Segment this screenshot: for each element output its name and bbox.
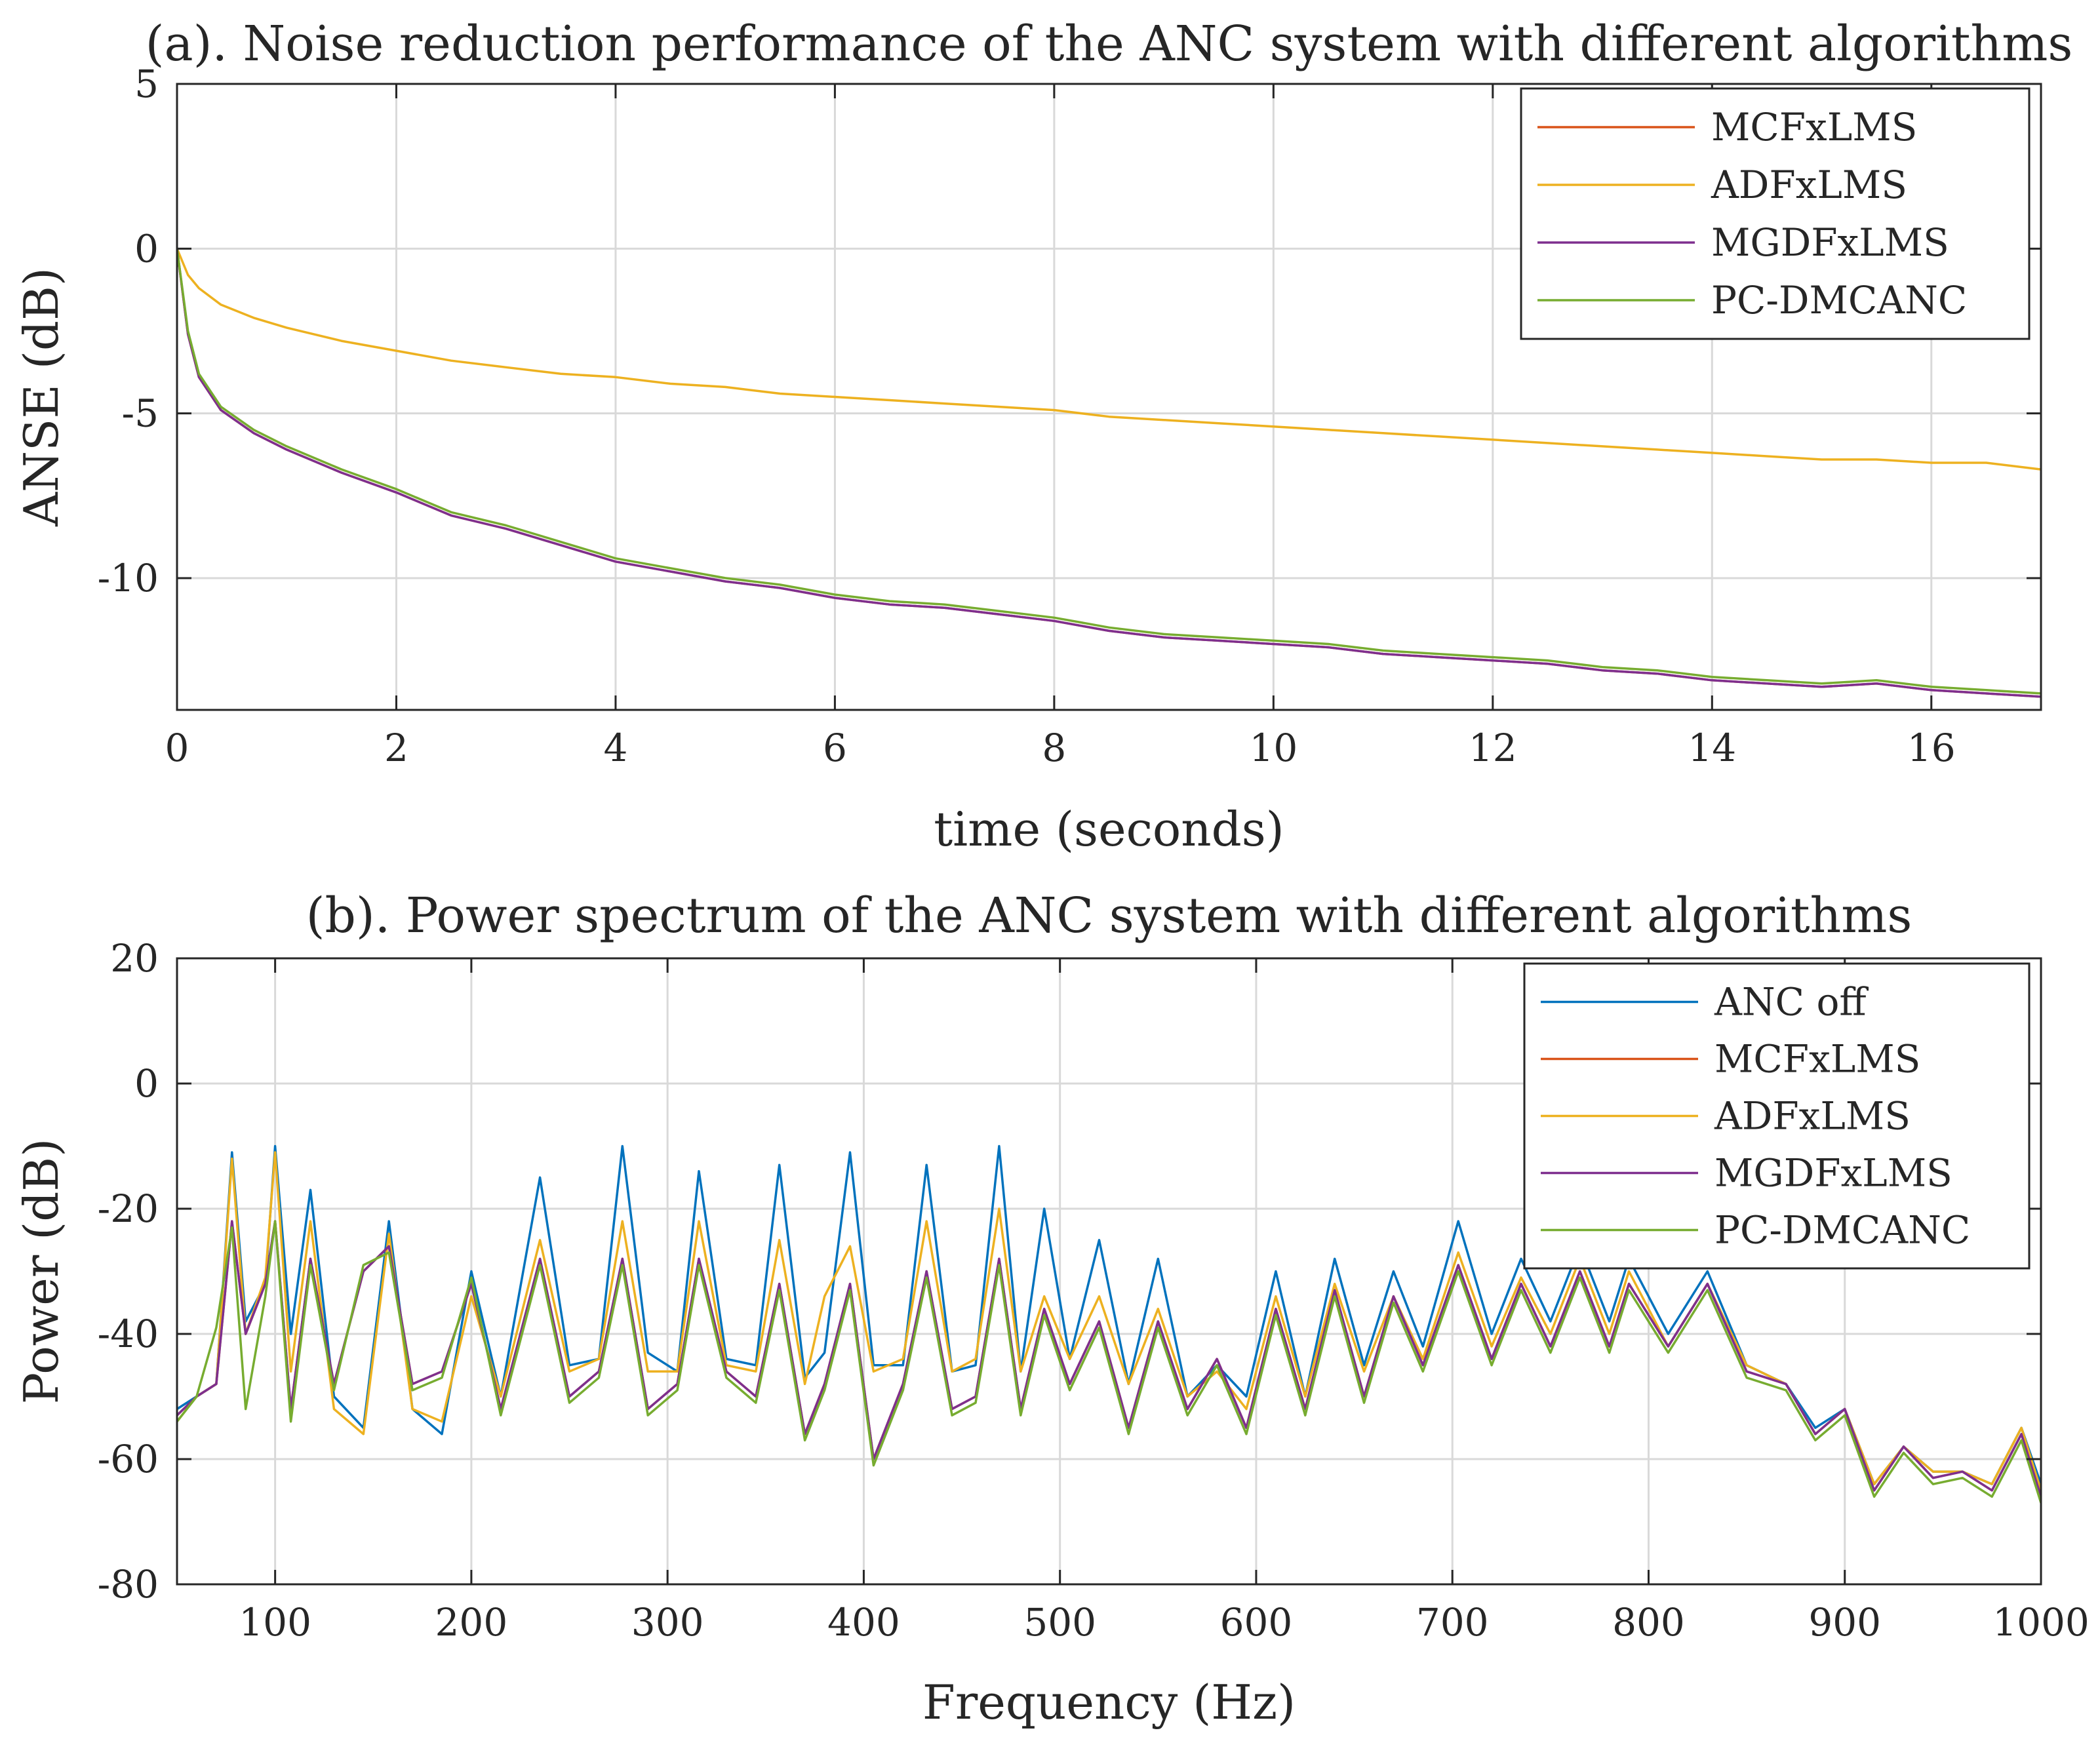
series-line-adfxlms — [177, 248, 2041, 471]
y-tick-label: -5 — [122, 391, 159, 436]
x-tick-label: 800 — [1612, 1600, 1685, 1645]
y-tick-label: 0 — [134, 1061, 159, 1106]
x-tick-label: 900 — [1808, 1600, 1881, 1645]
legend-label-pc-dmcanc: PC-DMCANC — [1711, 278, 1967, 322]
legend-label-pc-dmcanc: PC-DMCANC — [1714, 1208, 1970, 1253]
x-tick-label: 500 — [1023, 1600, 1096, 1645]
y-tick-label: -20 — [98, 1186, 159, 1231]
panel-a: 0 2 4 6 8 10 12 14 16 5 0 -5 -10 (a). Noise reduction… — [14, 16, 2072, 857]
series-line-mgdfxlms — [177, 248, 2041, 698]
x-tick-label: 600 — [1220, 1600, 1293, 1645]
y-tick-label: -40 — [98, 1312, 159, 1356]
x-tick-label: 100 — [239, 1600, 311, 1645]
series-line-pc-dmcanc — [177, 248, 2041, 695]
x-tick-label: 8 — [1042, 726, 1066, 770]
panel-b: 100 200 300 400 500 600 700 800 900 1000200-20-40… — [14, 888, 2090, 1730]
y-tick-label: 5 — [134, 62, 159, 106]
x-tick-label: 16 — [1907, 726, 1956, 770]
series-line-pc-dmcanc — [177, 1220, 2041, 1504]
x-tick-label: 14 — [1688, 726, 1736, 770]
series-group — [177, 1144, 2041, 1504]
y-tick-label: 20 — [110, 936, 159, 981]
x-tick-label: 400 — [827, 1600, 900, 1645]
x-axis-label: Frequency (Hz) — [922, 1675, 1296, 1730]
y-tick-label: -80 — [98, 1562, 159, 1607]
legend-label-adfxlms: ADFxLMS — [1711, 163, 1907, 207]
legend: MCFxLMS ADFxLMS MGDFxLMS PC-DMCANC — [1520, 87, 2031, 340]
chart-title: (b). Power spectrum of the ANC system wi… — [306, 888, 1912, 944]
legend-label-mgdfxlms: MGDFxLMS — [1711, 220, 1949, 265]
axes-frame — [176, 957, 2042, 1586]
chart-title: (a). Noise reduction performance of the … — [146, 16, 2073, 72]
axes-frame — [176, 83, 2042, 711]
y-tick-label: 0 — [134, 226, 159, 271]
y-axis-label: ANSE (dB) — [14, 267, 69, 527]
x-tick-label: 700 — [1416, 1600, 1489, 1645]
y-tick-label: -60 — [98, 1437, 159, 1481]
x-tick-label: 6 — [823, 726, 847, 770]
x-tick-label: 10 — [1249, 726, 1298, 770]
legend: ANC off MCFxLMS ADFxLMS MGDFxLMS PC-DMCANC — [1523, 962, 2031, 1270]
legend-label-mcfxlms: MCFxLMS — [1714, 1037, 1920, 1082]
x-tick-label: 0 — [165, 726, 189, 770]
x-tick-label: 200 — [435, 1600, 508, 1645]
legend-label-mgdfxlms: MGDFxLMS — [1714, 1151, 1952, 1196]
y-axis-label: Power (dB) — [14, 1139, 69, 1405]
series-group — [177, 248, 2041, 698]
x-tick-label: 2 — [384, 726, 408, 770]
x-tick-label: 4 — [603, 726, 627, 770]
legend-label-mcfxlms: MCFxLMS — [1711, 105, 1917, 149]
y-tick-label: -10 — [98, 556, 159, 600]
legend-label-adfxlms: ADFxLMS — [1714, 1094, 1911, 1139]
x-tick-label: 1000 — [1992, 1600, 2090, 1645]
x-tick-label: 300 — [631, 1600, 704, 1645]
legend-box — [1520, 87, 2031, 340]
x-axis-label: time (seconds) — [934, 802, 1284, 857]
x-tick-label: 12 — [1469, 726, 1517, 770]
legend-label-anc-off: ANC off — [1714, 980, 1869, 1025]
